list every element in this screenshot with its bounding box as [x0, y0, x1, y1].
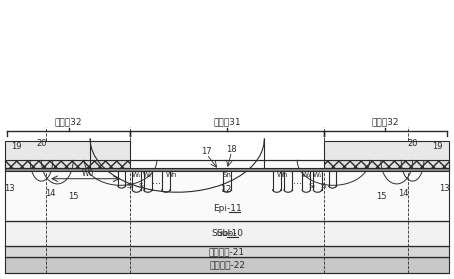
Bar — [5, 160, 449, 222]
Bar — [5, 246, 449, 258]
Text: W₂: W₂ — [301, 172, 311, 178]
Text: ...: ... — [293, 176, 301, 186]
Text: 18: 18 — [226, 145, 237, 154]
Text: 20: 20 — [407, 139, 418, 148]
Text: W0: W0 — [82, 169, 94, 178]
Text: S₁: S₁ — [320, 183, 327, 189]
Text: Wn: Wn — [277, 172, 288, 178]
Text: S₂: S₂ — [308, 183, 316, 189]
Text: ...: ... — [153, 176, 161, 186]
Text: 有源区31: 有源区31 — [213, 117, 241, 126]
Text: 保护环32: 保护环32 — [372, 117, 399, 126]
Text: Epi-11: Epi-11 — [212, 205, 242, 213]
Text: 13: 13 — [439, 184, 449, 193]
Text: 14: 14 — [45, 189, 56, 198]
Text: 15: 15 — [68, 192, 79, 201]
Text: 17: 17 — [201, 148, 212, 157]
Text: 12: 12 — [221, 185, 233, 194]
Text: 阴极金属-22: 阴极金属-22 — [209, 261, 245, 270]
Text: 保护环32: 保护环32 — [55, 117, 82, 126]
Bar — [5, 258, 449, 273]
Bar — [5, 222, 449, 246]
Text: W₁: W₁ — [313, 172, 322, 178]
Text: 13: 13 — [5, 184, 15, 193]
Text: W₁: W₁ — [132, 172, 141, 178]
Text: 14: 14 — [398, 189, 409, 198]
Text: Wn: Wn — [166, 172, 177, 178]
Bar — [324, 160, 449, 168]
Text: S₂: S₂ — [138, 183, 146, 189]
Bar — [5, 141, 130, 160]
Text: Sub-: Sub- — [217, 229, 237, 238]
Text: Sn: Sn — [222, 172, 232, 178]
Bar — [5, 160, 130, 168]
Text: 20: 20 — [36, 139, 47, 148]
Bar — [5, 168, 449, 171]
Bar — [324, 141, 449, 160]
Text: Sub-10: Sub-10 — [211, 229, 243, 238]
Text: 15: 15 — [375, 192, 386, 201]
Text: 19: 19 — [432, 142, 443, 151]
Text: W₂: W₂ — [143, 172, 153, 178]
Text: S₁: S₁ — [127, 183, 134, 189]
Text: 19: 19 — [11, 142, 22, 151]
Text: 欧姆接触-21: 欧姆接触-21 — [209, 247, 245, 256]
